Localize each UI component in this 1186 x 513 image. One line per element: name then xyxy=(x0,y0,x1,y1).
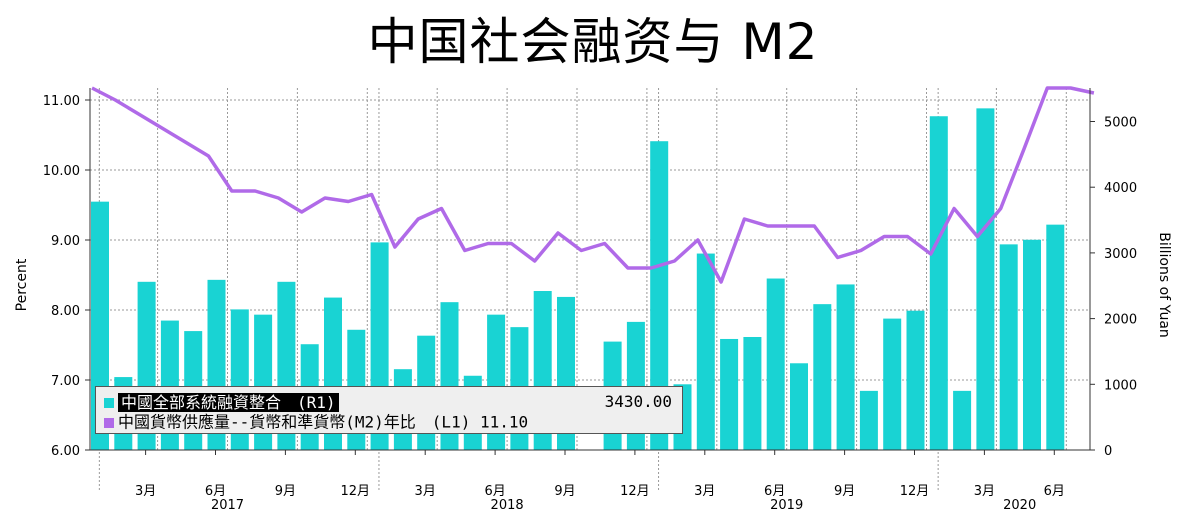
legend-swatch-m2 xyxy=(104,417,114,428)
bar xyxy=(906,310,925,450)
bar xyxy=(696,253,715,450)
x-tick-label: 12月 xyxy=(900,484,930,499)
x-tick-label: 3月 xyxy=(135,484,156,499)
right-tick-label: 5000 xyxy=(1104,116,1137,131)
left-tick-label: 6.00 xyxy=(51,444,80,459)
x-tick-label: 6月 xyxy=(764,484,785,499)
bar xyxy=(720,338,739,450)
left-tick-label: 7.00 xyxy=(51,374,80,389)
x-tick-label: 12月 xyxy=(620,484,650,499)
bar xyxy=(650,141,669,450)
legend-row-m2: 中國貨幣供應量--貨幣和準貨幣(M2)年比 (L1) 11.10 xyxy=(104,412,672,432)
bar xyxy=(766,278,785,450)
x-tick-label: 9月 xyxy=(554,484,575,499)
bar xyxy=(953,390,972,450)
bar xyxy=(999,244,1018,450)
year-label: 2017 xyxy=(211,498,244,513)
x-tick-label: 12月 xyxy=(341,484,371,499)
legend-label-m2: 中國貨幣供應量--貨幣和準貨幣(M2)年比 (L1) 11.10 xyxy=(118,412,529,432)
left-tick-label: 11.00 xyxy=(43,94,80,109)
right-tick-label: 3000 xyxy=(1104,247,1137,262)
right-tick-label: 1000 xyxy=(1104,378,1137,393)
legend-value-financing: 3430.00 xyxy=(604,392,672,411)
x-tick-label: 9月 xyxy=(834,484,855,499)
right-tick-label: 4000 xyxy=(1104,181,1137,196)
x-tick-label: 6月 xyxy=(205,484,226,499)
right-axis-title: Billions of Yuan xyxy=(1156,232,1172,338)
chart-title: 中国社会融资与 M2 xyxy=(367,13,819,71)
year-label: 2020 xyxy=(1003,498,1036,513)
bar xyxy=(1046,224,1065,450)
bar xyxy=(976,108,995,451)
bar xyxy=(859,390,878,450)
year-label: 2019 xyxy=(770,498,803,513)
left-axis-title: Percent xyxy=(14,258,30,311)
legend-label-financing: 中國全部系統融資整合 (R1) xyxy=(118,392,339,412)
legend-swatch-financing xyxy=(104,397,114,408)
m2-line xyxy=(91,86,1095,284)
left-tick-label: 8.00 xyxy=(51,304,80,319)
legend-row-financing: 中國全部系統融資整合 (R1) 3430.00 xyxy=(104,392,672,412)
legend-tooltip: 中國全部系統融資整合 (R1) 3430.00 中國貨幣供應量--貨幣和準貨幣(… xyxy=(95,386,683,434)
left-tick-label: 9.00 xyxy=(51,234,80,249)
x-tick-label: 3月 xyxy=(974,484,995,499)
x-tick-label: 6月 xyxy=(484,484,505,499)
bar xyxy=(813,304,832,450)
x-tick-label: 3月 xyxy=(694,484,715,499)
bar xyxy=(790,363,808,450)
x-tick-label: 6月 xyxy=(1044,484,1065,499)
bar xyxy=(1023,239,1041,450)
bar xyxy=(743,336,762,450)
bar xyxy=(929,116,948,450)
bar xyxy=(883,318,902,450)
year-label: 2018 xyxy=(491,498,524,513)
left-tick-label: 10.00 xyxy=(43,164,80,179)
x-tick-label: 9月 xyxy=(275,484,296,499)
bar xyxy=(836,284,855,450)
x-tick-label: 3月 xyxy=(415,484,436,499)
line-series xyxy=(91,86,1095,284)
right-tick-label: 0 xyxy=(1104,444,1112,459)
right-tick-label: 2000 xyxy=(1104,313,1137,328)
axes: 6.00 7.00 8.00 9.00 10.00 11.00 0 1000 2000 3000 4… xyxy=(43,88,1137,513)
